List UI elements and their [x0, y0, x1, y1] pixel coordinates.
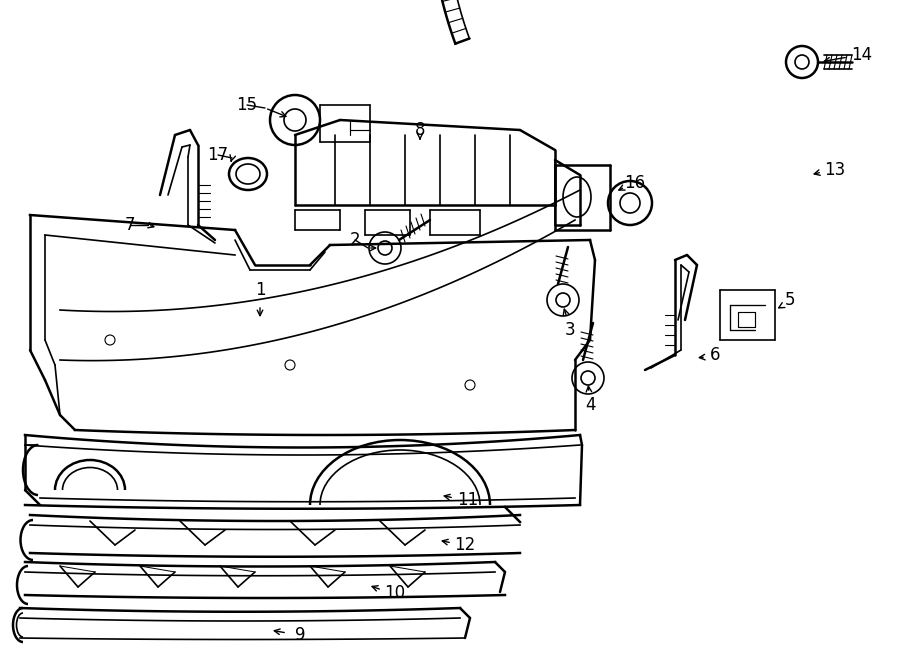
Text: 13: 13: [824, 161, 846, 179]
Text: 2: 2: [350, 231, 360, 249]
Text: 12: 12: [454, 536, 475, 554]
Text: 8: 8: [415, 121, 425, 139]
Text: 4: 4: [585, 396, 595, 414]
Text: 1: 1: [255, 281, 266, 299]
Text: 16: 16: [625, 174, 645, 192]
Text: 11: 11: [457, 491, 479, 509]
Text: 9: 9: [295, 626, 305, 644]
Text: 3: 3: [564, 321, 575, 339]
Text: 5: 5: [785, 291, 796, 309]
Text: 10: 10: [384, 584, 406, 602]
Text: 7: 7: [125, 216, 135, 234]
Text: 6: 6: [710, 346, 720, 364]
Text: 14: 14: [851, 46, 873, 64]
Text: 15: 15: [237, 96, 257, 114]
Text: 17: 17: [207, 146, 229, 164]
